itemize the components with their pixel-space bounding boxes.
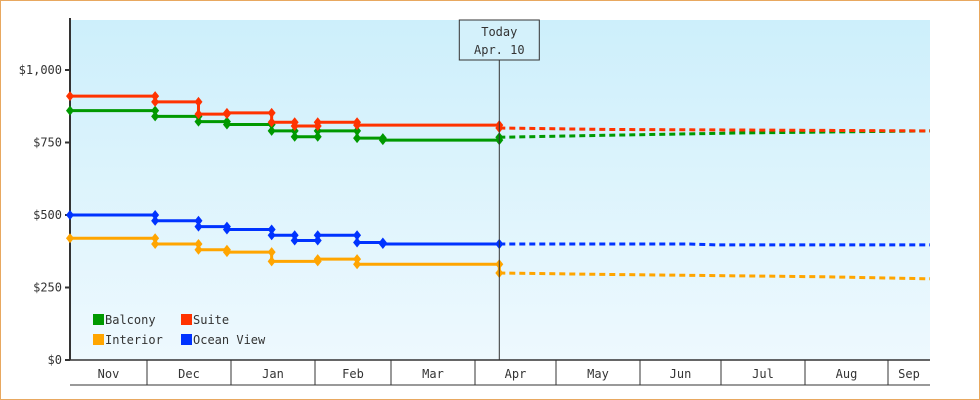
month-label: Feb [342,367,364,381]
ocean-view-history-line [70,213,500,246]
balcony-point [353,133,362,144]
suite-point [151,96,160,107]
ocean-view-point [151,215,160,226]
y-tick-label: $1,000 [19,63,62,77]
ocean-view-point [313,235,322,246]
today-box [458,19,540,61]
suite-point [290,120,299,131]
interior-point [194,244,203,255]
month-label: Sep [898,367,920,381]
month-label: Nov [98,367,120,381]
balcony-forecast-line [499,129,931,139]
balcony-point [66,105,74,116]
y-tick-label: $750 [33,136,62,150]
y-tick-label: $250 [33,281,62,295]
suite-point [194,96,203,107]
month-label: Dec [178,367,200,381]
interior-forecast-line [499,271,931,281]
ocean-view-point [66,210,74,220]
interior-point [194,239,203,249]
plot-area [70,20,930,360]
legend-swatch-balcony [93,314,104,325]
legend-swatch-suite [181,314,192,325]
interior-point [151,239,160,249]
balcony-point [378,135,387,146]
interior-point [313,254,322,265]
balcony-point [290,131,299,142]
ocean-view-point [290,235,299,246]
today-label: Today [481,25,517,39]
ocean-view-point [378,239,387,249]
suite-point [267,117,276,128]
interior-point [66,233,74,244]
suite-point [313,117,322,128]
legend-label-interior: Interior [105,333,163,347]
ocean-view-forecast-line [499,242,930,247]
ocean-view-point [290,230,299,241]
month-label: Apr [505,367,527,381]
interior-point [222,247,231,258]
suite-point [267,107,276,118]
balcony-point [151,105,160,116]
y-tick-label: $0 [48,353,62,367]
ocean-view-point [267,230,276,241]
month-label: Aug [836,367,858,381]
ocean-view-point [353,237,362,248]
legend-label-ocean-view: Ocean View [193,333,266,347]
y-tick-label: $500 [33,208,62,222]
balcony-point [222,119,231,130]
interior-point [151,233,160,244]
balcony-point [353,125,362,136]
balcony-point [267,125,276,136]
legend-label-balcony: Balcony [105,313,156,327]
suite-point [194,109,203,120]
ocean-view-point [151,210,160,220]
balcony-point [313,131,322,142]
ocean-view-point [194,221,203,232]
interior-point [353,254,362,265]
ocean-view-point [222,224,231,235]
suite-point [222,107,231,118]
legend-swatch-interior [93,334,104,345]
ocean-view-point [267,224,276,235]
interior-point [267,256,276,267]
suite-point [353,120,362,131]
suite-forecast-line [499,126,931,133]
suite-point [66,91,74,102]
ocean-view-point [194,215,203,226]
ocean-view-point [353,230,362,241]
month-label: Mar [422,367,444,381]
balcony-point [194,116,203,127]
month-label: May [587,367,609,381]
month-label: Jul [752,367,774,381]
month-label: Jun [670,367,692,381]
legend-label-suite: Suite [193,313,229,327]
legend-swatch-ocean-view [181,334,192,345]
interior-point [353,259,362,270]
ocean-view-point [313,230,322,241]
suite-point [151,91,160,102]
month-label: Jan [262,367,284,381]
today-date: Apr. 10 [474,43,525,57]
interior-point [267,247,276,258]
balcony-point [151,111,160,122]
